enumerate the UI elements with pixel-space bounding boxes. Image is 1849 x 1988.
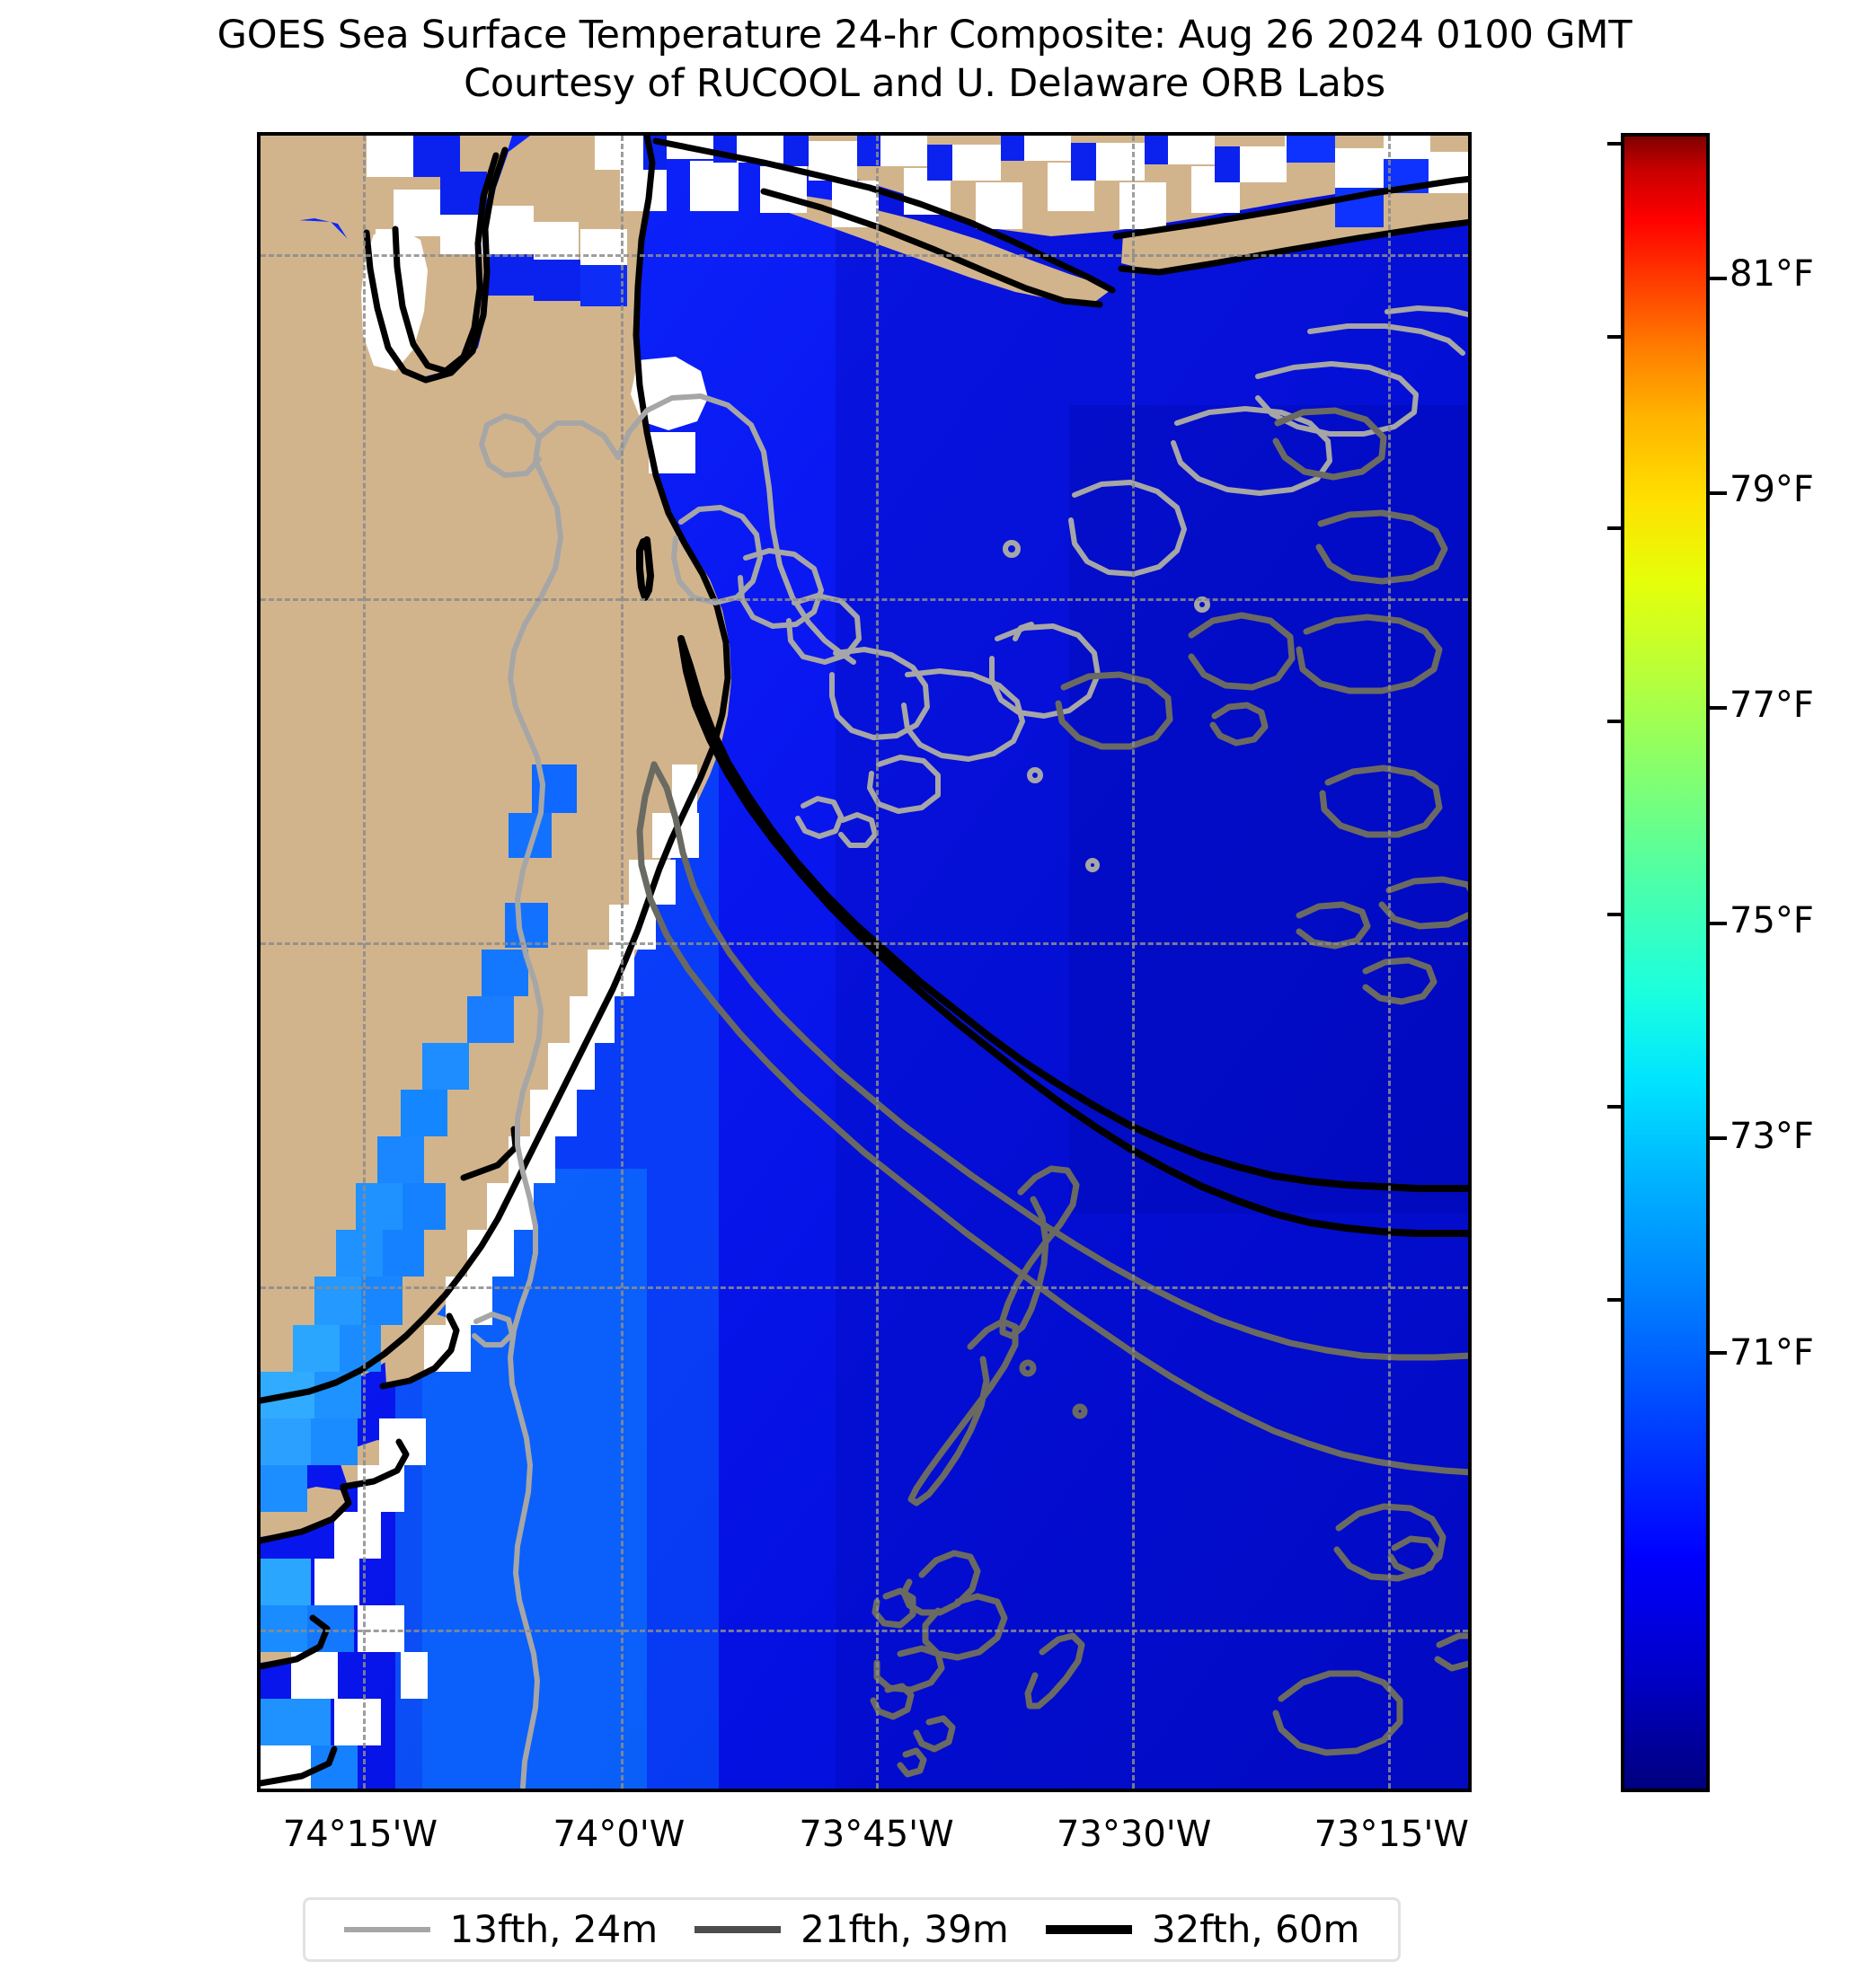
colorbar-label-fahrenheit: 79°F <box>1730 469 1814 511</box>
colorbar-label-fahrenheit: 73°F <box>1730 1116 1814 1158</box>
legend-entry[interactable]: 32fth, 60m <box>1045 1907 1360 1951</box>
x-tick-label: 74°0'W <box>553 1814 686 1855</box>
legend-line-swatch <box>694 1926 782 1933</box>
colorbar-tick-fahrenheit <box>1710 921 1727 925</box>
temperature-colorbar[interactable] <box>1607 133 1727 1792</box>
colorbar-tick-celsius <box>1607 913 1624 917</box>
colorbar-tick-fahrenheit <box>1710 277 1727 281</box>
x-tick-label: 73°30'W <box>1056 1814 1212 1855</box>
colorbar-label-fahrenheit: 77°F <box>1730 685 1814 727</box>
y-tick-mark <box>257 1286 261 1290</box>
legend-label: 32fth, 60m <box>1151 1907 1360 1951</box>
bathymetry-legend[interactable]: 13fth, 24m 21fth, 39m 32fth, 60m <box>303 1897 1401 1962</box>
title-line-1: GOES Sea Surface Temperature 24-hr Compo… <box>217 13 1632 57</box>
colorbar-tick-celsius <box>1607 526 1624 530</box>
x-tick-label: 73°15'W <box>1314 1814 1469 1855</box>
colorbar-tick-celsius <box>1607 141 1624 146</box>
legend-line-swatch <box>343 1927 430 1932</box>
y-tick-mark <box>257 598 261 602</box>
sst-map-axes[interactable] <box>257 132 1472 1792</box>
sst-map-canvas <box>261 136 1468 1789</box>
colorbar-tick-fahrenheit <box>1710 491 1727 496</box>
colorbar-tick-celsius <box>1607 1297 1624 1302</box>
y-tick-mark <box>257 942 261 946</box>
y-tick-mark <box>257 254 261 258</box>
y-tick-mark <box>257 1630 261 1633</box>
colorbar-tick-fahrenheit <box>1710 1135 1727 1140</box>
figure-title: GOES Sea Surface Temperature 24-hr Compo… <box>0 11 1849 108</box>
colorbar-tick-fahrenheit <box>1710 706 1727 711</box>
legend-label: 13fth, 24m <box>449 1907 659 1951</box>
x-tick-label: 74°15'W <box>282 1814 438 1855</box>
colorbar-label-fahrenheit: 75°F <box>1730 900 1814 942</box>
legend-entry[interactable]: 21fth, 39m <box>694 1911 1009 1948</box>
map-clip <box>261 136 1468 1789</box>
colorbar-label-fahrenheit: 81°F <box>1730 252 1814 295</box>
legend-line-swatch <box>1045 1925 1132 1934</box>
colorbar-tick-celsius <box>1607 1104 1624 1109</box>
x-tick-label: 73°45'W <box>799 1814 954 1855</box>
legend-entry[interactable]: 13fth, 24m <box>343 1907 659 1951</box>
colorbar-label-fahrenheit: 71°F <box>1730 1331 1814 1374</box>
colorbar-tick-fahrenheit <box>1710 1350 1727 1355</box>
title-line-2: Courtesy of RUCOOL and U. Delaware ORB L… <box>464 61 1385 106</box>
legend-label: 21fth, 39m <box>801 1907 1009 1951</box>
x-axis-labels: 74°15'W 74°0'W 73°45'W 73°30'W 73°15'W <box>257 1816 1472 1861</box>
colorbar-tick-celsius <box>1607 334 1624 339</box>
colorbar-tick-celsius <box>1607 720 1624 724</box>
